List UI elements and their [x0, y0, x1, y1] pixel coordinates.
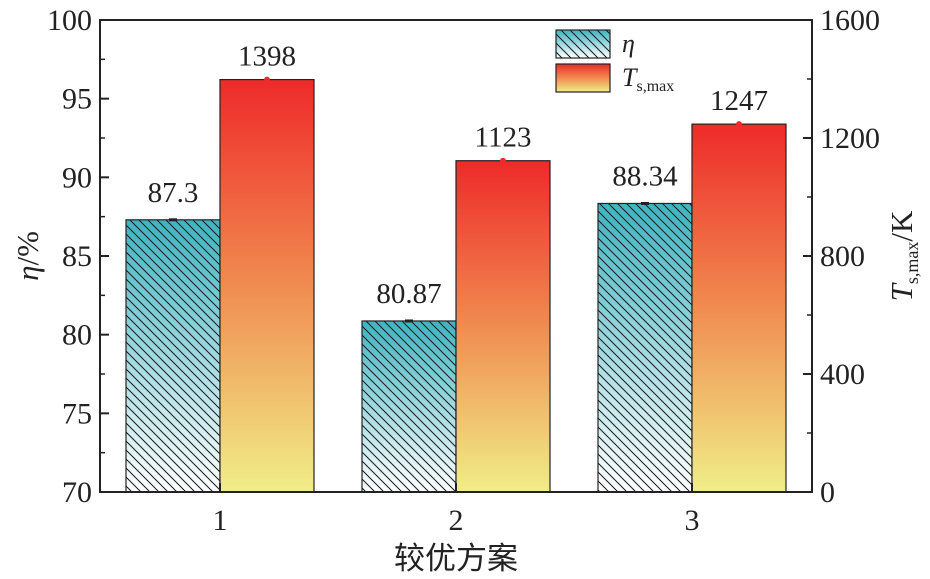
y-axis-right-label: Ts,max/K	[884, 210, 922, 301]
y-left-tick-label: 100	[47, 4, 92, 37]
x-tick-label: 3	[685, 504, 700, 537]
y-axis-left-unit: /%	[10, 231, 45, 265]
tsmax-marker	[264, 76, 270, 83]
tsmax-marker	[736, 121, 742, 128]
y-left-tick-label: 95	[62, 83, 92, 116]
y-left-tick-label: 75	[62, 397, 92, 430]
y-axis-left-symbol: η	[10, 266, 45, 281]
right-axis: 0 400 800 1200 1600	[803, 4, 880, 509]
y-axis-right-symbol: T	[884, 281, 919, 301]
legend-tsmax-subscript: s,max	[636, 78, 674, 95]
x-axis: 1 2 3	[213, 483, 700, 537]
eta-data-label: 80.87	[376, 278, 441, 310]
eta-bar-hatch	[361, 320, 457, 493]
legend-swatch-tsmax	[555, 63, 611, 93]
y-left-tick-label: 70	[62, 476, 92, 509]
left-axis: 70 75 80 85 90 95 100	[47, 4, 109, 509]
eta-bar-hatch	[125, 219, 221, 493]
legend-swatch-eta-hatch	[555, 29, 611, 59]
y-right-tick-label: 0	[820, 476, 835, 509]
y-left-tick-label: 90	[62, 161, 92, 194]
tsmax-bar	[219, 78, 315, 493]
y-axis-left-label: η/%	[10, 231, 45, 281]
legend-label-tsmax: Ts,max	[622, 63, 674, 95]
bars-layer	[125, 76, 787, 493]
eta-data-label: 88.34	[612, 160, 678, 192]
y-left-tick-label: 85	[62, 240, 92, 273]
tsmax-data-label: 1398	[238, 41, 296, 73]
y-right-tick-label: 1200	[820, 122, 880, 155]
tsmax-marker	[500, 157, 506, 164]
tsmax-data-label: 1247	[710, 85, 768, 117]
tsmax-bar	[691, 123, 787, 493]
legend-label-eta: η	[622, 29, 635, 58]
y-right-tick-label: 800	[820, 240, 865, 273]
y-right-tick-label: 400	[820, 358, 865, 391]
y-axis-right-unit: /K	[884, 210, 919, 242]
tsmax-bar	[455, 160, 551, 493]
y-left-tick-label: 80	[62, 319, 92, 352]
eta-bar-hatch	[597, 202, 693, 493]
x-axis-label: 较优方案	[394, 541, 518, 576]
x-tick-label: 2	[449, 504, 464, 537]
legend-tsmax-symbol: T	[622, 63, 638, 92]
x-tick-label: 1	[213, 504, 228, 537]
data-labels-layer: 87.3 1398 80.87 1123 88.34 1247	[148, 41, 768, 310]
legend: ηTs,max	[555, 29, 674, 95]
eta-data-label: 87.3	[148, 177, 199, 209]
y-axis-right-subscript: s,max	[902, 242, 922, 285]
tsmax-data-label: 1123	[475, 122, 532, 154]
y-right-tick-label: 1600	[820, 4, 880, 37]
